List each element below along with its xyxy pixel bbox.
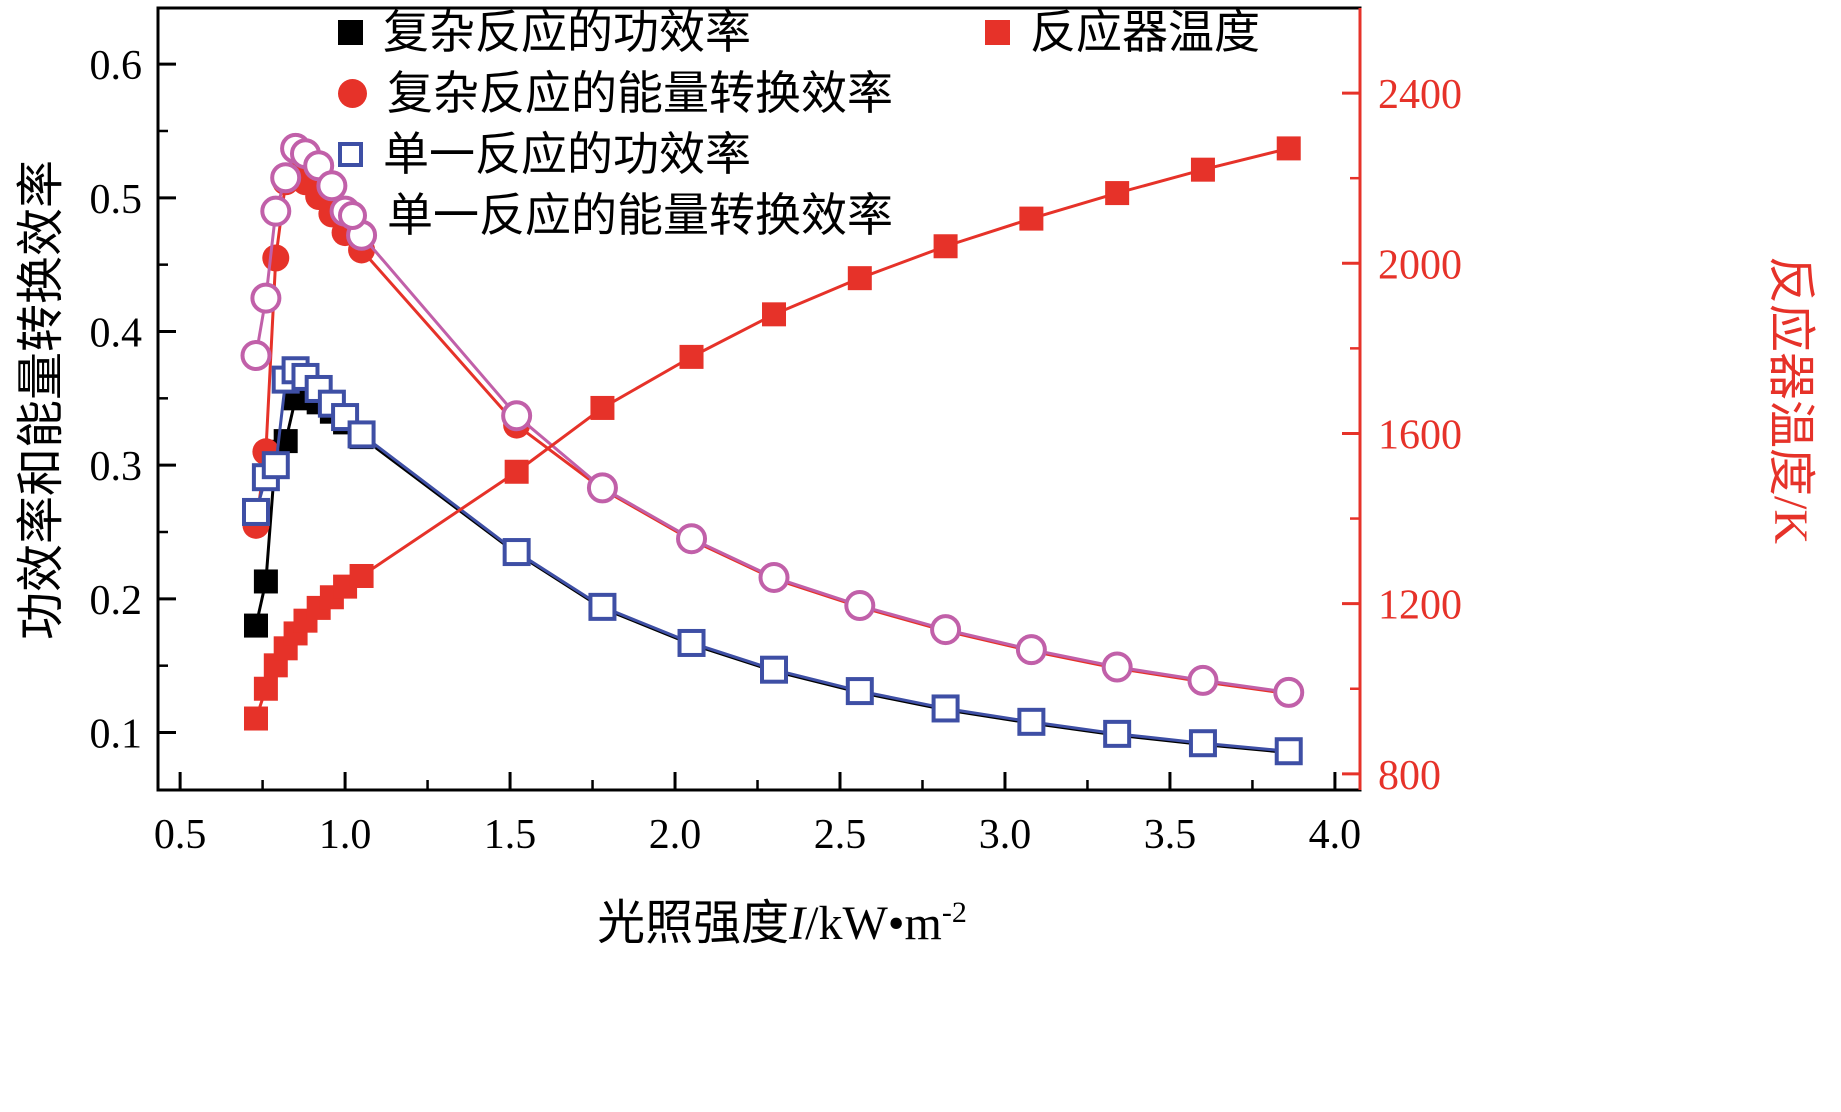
filled-circle-marker-icon bbox=[338, 79, 367, 108]
open-square-marker-icon bbox=[338, 142, 363, 167]
svg-text:3.0: 3.0 bbox=[979, 812, 1032, 858]
svg-text:0.5: 0.5 bbox=[90, 177, 143, 223]
svg-text:800: 800 bbox=[1378, 753, 1441, 799]
open-circle-marker-icon bbox=[338, 201, 367, 230]
svg-text:2.5: 2.5 bbox=[814, 812, 867, 858]
svg-text:0.3: 0.3 bbox=[90, 444, 143, 490]
x-axis-title-exponent: -2 bbox=[941, 896, 967, 929]
svg-text:1200: 1200 bbox=[1378, 583, 1462, 629]
svg-text:0.1: 0.1 bbox=[90, 712, 143, 758]
svg-text:2400: 2400 bbox=[1378, 72, 1462, 118]
svg-text:1600: 1600 bbox=[1378, 412, 1462, 458]
y-left-axis-title: 功效率和能量转换效率 bbox=[15, 159, 68, 641]
legend-temperature: 反应器温度 bbox=[985, 2, 1260, 63]
legend-label-single-energy-efficiency: 单一反应的能量转换效率 bbox=[387, 189, 893, 241]
legend-label-complex-energy-efficiency: 复杂反应的能量转换效率 bbox=[387, 67, 893, 119]
svg-text:1.0: 1.0 bbox=[319, 812, 372, 858]
filled-square-marker-icon bbox=[338, 20, 363, 45]
svg-text:2000: 2000 bbox=[1378, 242, 1462, 288]
legend-label-complex-work-efficiency: 复杂反应的功效率 bbox=[383, 6, 751, 58]
legend-item-reactor-temperature: 反应器温度 bbox=[985, 2, 1260, 63]
legend-label-reactor-temperature: 反应器温度 bbox=[1030, 6, 1260, 58]
legend-item-single-energy-efficiency: 单一反应的能量转换效率 bbox=[338, 185, 893, 246]
svg-text:1.5: 1.5 bbox=[484, 812, 537, 858]
legend-item-complex-energy-efficiency: 复杂反应的能量转换效率 bbox=[338, 63, 893, 124]
legend-label-single-work-efficiency: 单一反应的功效率 bbox=[383, 128, 751, 180]
x-axis-title-text: 光照强度 bbox=[597, 897, 790, 950]
filled-square-marker-icon bbox=[985, 20, 1010, 45]
y-right-axis-title: 反应器温度/K bbox=[1764, 255, 1817, 545]
svg-text:0.2: 0.2 bbox=[90, 578, 143, 624]
x-axis-title-variable: I bbox=[789, 897, 806, 950]
legend-item-complex-work-efficiency: 复杂反应的功效率 bbox=[338, 2, 893, 63]
svg-text:3.5: 3.5 bbox=[1144, 812, 1197, 858]
x-axis-title: 光照强度I/kW•m-2 bbox=[597, 883, 967, 953]
svg-text:0.5: 0.5 bbox=[154, 812, 207, 858]
legend-efficiency: 复杂反应的功效率 复杂反应的能量转换效率 单一反应的功效率 单一反应的能量转换效… bbox=[338, 2, 893, 246]
x-axis-title-unit: /kW•m bbox=[805, 897, 942, 950]
svg-text:0.6: 0.6 bbox=[90, 43, 143, 89]
legend-item-single-work-efficiency: 单一反应的功效率 bbox=[338, 124, 893, 185]
svg-text:0.4: 0.4 bbox=[90, 310, 143, 356]
svg-text:2.0: 2.0 bbox=[649, 812, 702, 858]
svg-text:4.0: 4.0 bbox=[1309, 812, 1362, 858]
